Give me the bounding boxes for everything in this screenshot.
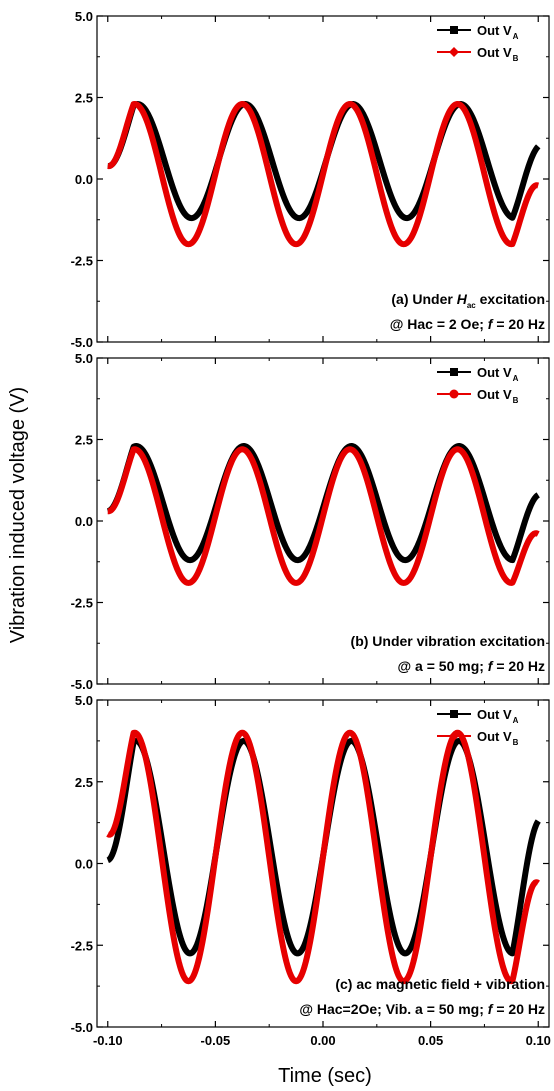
panel-annotation: (c) ac magnetic field + vibration — [335, 976, 545, 992]
legend-marker-circle — [449, 389, 459, 399]
panel-annotation: @ a = 50 mg; f = 20 Hz — [398, 658, 546, 674]
legend-label: Out VB — [477, 729, 519, 747]
y-tick-label: -5.0 — [71, 1020, 93, 1035]
panel-2: 5.0 2.5 0.0 -2.5 -5.0 Out VA Out VB (b) Under v… — [71, 351, 550, 692]
legend-label: Out VB — [477, 45, 519, 63]
panel-annotation: @ Hac=2Oe; Vib. a = 50 mg; f = 20 Hz — [299, 1001, 545, 1017]
y-tick-label: 0.0 — [75, 514, 93, 529]
y-tick-label: 2.5 — [75, 91, 93, 106]
series-line-out-va — [105, 443, 541, 564]
y-axis-title: Vibration induced voltage (V) — [7, 387, 29, 643]
legend-marker-diamond — [449, 731, 459, 741]
x-tick-label: 0.05 — [418, 1033, 443, 1048]
panel-3: 5.0 2.5 0.0 -2.5 -5.0 Out VA Out VB (c) ac magn… — [71, 693, 550, 1035]
y-tick-label: 5.0 — [75, 9, 93, 24]
series-line-out-va — [105, 101, 541, 222]
legend-label: Out VA — [477, 23, 519, 41]
y-tick-label: -2.5 — [71, 254, 93, 269]
x-tick-label: 0.10 — [526, 1033, 551, 1048]
y-tick-label: 0.0 — [75, 857, 93, 872]
y-tick-label: 5.0 — [75, 351, 93, 366]
x-axis-title: Time (sec) — [278, 1065, 372, 1087]
legend-marker-square — [450, 710, 458, 718]
panel-1: 5.0 2.5 0.0 -2.5 -5.0 Out VA Out VB (a) Under H… — [71, 9, 550, 350]
panel-annotation: (a) Under Hac excitation — [391, 291, 545, 310]
legend-marker-diamond — [449, 47, 459, 57]
legend-label: Out VA — [477, 707, 519, 725]
legend-marker-square — [450, 26, 458, 34]
x-tick-label: -0.05 — [201, 1033, 231, 1048]
y-tick-label: 2.5 — [75, 433, 93, 448]
y-tick-label: -5.0 — [71, 677, 93, 692]
legend-label: Out VA — [477, 365, 519, 383]
y-tick-label: 2.5 — [75, 775, 93, 790]
legend-label: Out VB — [477, 387, 519, 405]
y-tick-label: -2.5 — [71, 938, 93, 953]
y-tick-label: -5.0 — [71, 335, 93, 350]
legend-marker-square — [450, 368, 458, 376]
x-tick-label: 0.00 — [310, 1033, 335, 1048]
panel-annotation: @ Hac = 2 Oe; f = 20 Hz — [390, 316, 545, 332]
series-line-out-vb — [105, 729, 541, 985]
x-tick-label: -0.10 — [93, 1033, 123, 1048]
panel-annotation: (b) Under vibration excitation — [351, 633, 545, 649]
y-tick-label: -2.5 — [71, 596, 93, 611]
series-line-out-vb — [105, 446, 541, 586]
y-tick-label: 5.0 — [75, 693, 93, 708]
y-tick-label: 0.0 — [75, 172, 93, 187]
series-line-out-vb — [105, 101, 541, 248]
